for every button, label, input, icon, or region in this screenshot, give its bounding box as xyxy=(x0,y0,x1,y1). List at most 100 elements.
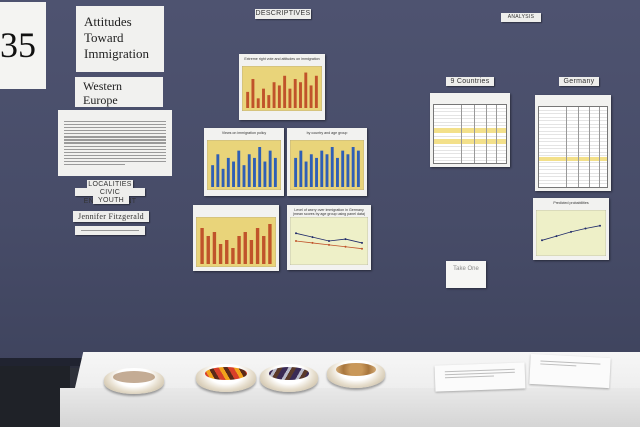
bar xyxy=(251,78,255,108)
bar xyxy=(226,157,230,187)
bowl-empty xyxy=(104,368,164,394)
bar xyxy=(216,154,220,187)
bar xyxy=(304,72,308,108)
bar xyxy=(356,150,360,187)
bar xyxy=(272,82,276,108)
table-9-countries xyxy=(430,93,510,167)
bar xyxy=(304,161,308,187)
bar xyxy=(211,165,215,187)
data-point xyxy=(361,241,363,244)
bar xyxy=(268,224,272,264)
chart-card-1: Extreme right vote and attitudes on immi… xyxy=(239,54,325,120)
heading-analysis: ANALYSIS xyxy=(501,13,541,22)
data-point xyxy=(584,227,587,230)
data-point xyxy=(328,240,330,242)
abstract-sheet xyxy=(58,110,172,176)
bowl-nuts xyxy=(327,360,385,388)
bar xyxy=(225,240,229,264)
table-1-caption xyxy=(433,96,507,104)
author-name: Jennifer Fitzgerald xyxy=(73,211,149,222)
title-line-1: Attitudes xyxy=(84,14,132,29)
data-point xyxy=(328,243,330,246)
bar xyxy=(212,232,217,264)
region-label: Western Europe xyxy=(75,77,163,107)
bar xyxy=(288,88,292,108)
data-point xyxy=(541,239,543,242)
plot-area xyxy=(535,209,607,257)
data-point xyxy=(295,232,297,235)
bowl-candy-bars xyxy=(196,364,256,392)
heading-9-countries: 9 Countries xyxy=(446,77,494,86)
take-one-note: Take One xyxy=(446,261,486,288)
table-germany xyxy=(535,95,611,191)
chart-card-4 xyxy=(193,205,279,271)
chart-3-title: by country and age group xyxy=(306,131,348,135)
bar xyxy=(309,85,313,108)
bar xyxy=(314,75,318,108)
data-point xyxy=(344,238,347,241)
bar xyxy=(237,236,241,264)
bar xyxy=(262,88,265,108)
bar xyxy=(249,240,254,264)
data-point xyxy=(599,224,601,227)
bar xyxy=(258,147,262,187)
bar xyxy=(206,236,210,264)
bar xyxy=(299,150,303,187)
bar xyxy=(320,150,324,187)
bar xyxy=(299,82,302,108)
bar xyxy=(221,168,225,187)
chart-1-title: Extreme right vote and attitudes on immi… xyxy=(244,57,320,61)
bar xyxy=(246,91,250,108)
bar xyxy=(243,232,247,264)
chart-4 xyxy=(195,216,277,268)
bar xyxy=(309,154,313,187)
bar xyxy=(256,98,260,108)
bar xyxy=(255,228,260,264)
bowl-chocolates xyxy=(260,364,318,392)
title-line-2: Toward xyxy=(84,30,124,45)
tag-youth: YOUTH xyxy=(93,196,129,204)
chart-2 xyxy=(206,139,282,191)
chart-card-3: by country and age group xyxy=(287,128,367,196)
chart-6 xyxy=(535,209,607,257)
handout-sheet-1 xyxy=(434,362,526,392)
chart-4-title xyxy=(196,208,276,217)
bar xyxy=(283,75,287,108)
data-point xyxy=(311,241,314,244)
bar xyxy=(315,157,318,187)
bar xyxy=(262,236,266,264)
bar xyxy=(351,147,355,187)
bar xyxy=(247,154,251,187)
chart-5 xyxy=(289,216,369,266)
bar xyxy=(267,95,271,108)
abstract-text-lines xyxy=(64,120,166,166)
bar xyxy=(325,154,329,187)
bar xyxy=(200,228,204,264)
chart-2-title: Views on immigration policy xyxy=(221,131,267,135)
chart-6-title: Predicted probabilities xyxy=(553,201,589,205)
bar xyxy=(232,161,235,187)
bar xyxy=(346,154,350,187)
poster-number: 35 xyxy=(0,2,46,89)
table-2-grid xyxy=(538,106,608,188)
table-1-grid xyxy=(433,104,507,164)
chart-card-2: Views on immigration policy xyxy=(204,128,284,196)
title-line-3: Immigration xyxy=(84,46,149,61)
bar xyxy=(293,78,297,108)
chart-card-6: Predicted probabilities xyxy=(533,198,609,260)
region-line-2: Europe xyxy=(83,93,118,107)
data-point xyxy=(311,236,314,239)
bar xyxy=(336,157,339,187)
data-point xyxy=(570,230,572,233)
chart-5-title: Level of worry over immigration in Germa… xyxy=(292,208,366,216)
data-point xyxy=(555,235,558,238)
bar xyxy=(237,150,241,187)
tablecloth xyxy=(60,388,640,427)
bar xyxy=(263,161,267,187)
table-2-caption xyxy=(538,98,608,106)
heading-descriptives: DESCRIPTIVES xyxy=(255,9,311,19)
author-contact xyxy=(75,226,145,235)
bar xyxy=(277,85,281,108)
data-point xyxy=(361,247,363,250)
